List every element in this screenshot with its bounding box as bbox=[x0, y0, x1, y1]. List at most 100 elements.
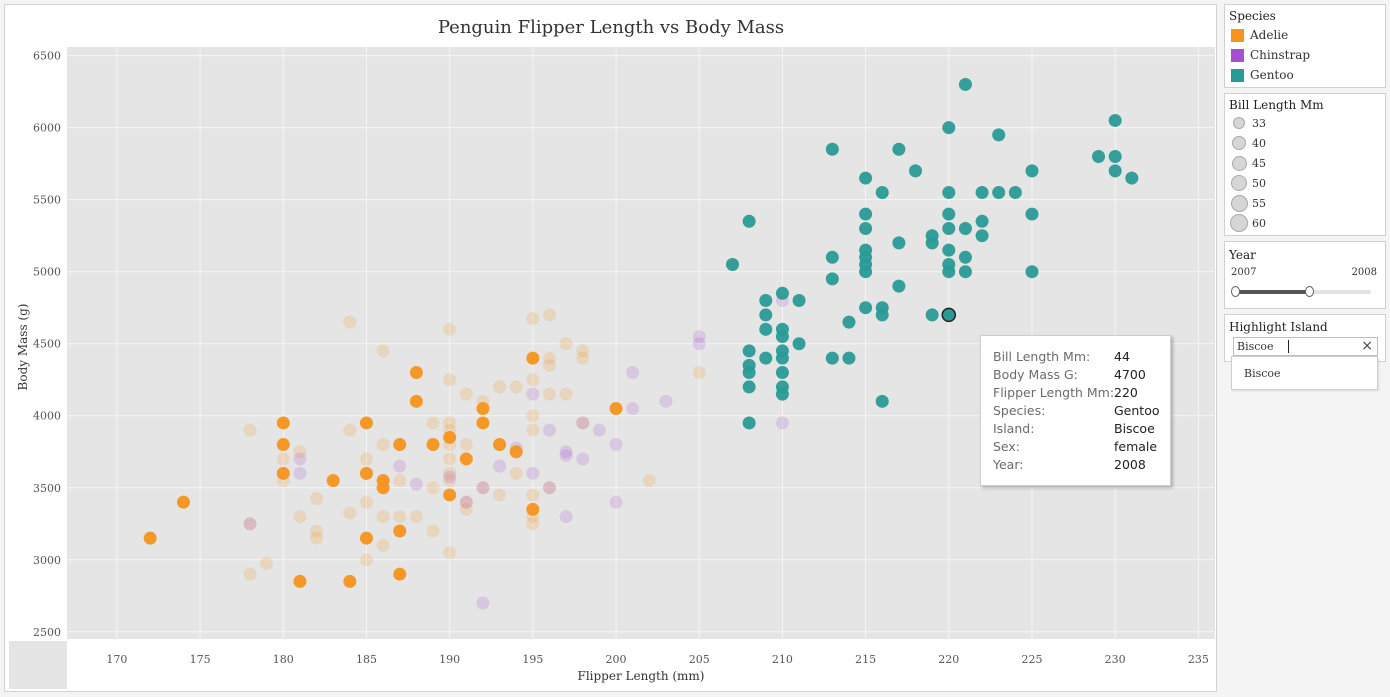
adelie-point-dimmed[interactable] bbox=[576, 351, 590, 365]
chinstrap-point-dimmed[interactable] bbox=[443, 470, 457, 484]
adelie-point[interactable] bbox=[343, 574, 357, 588]
adelie-point-dimmed[interactable] bbox=[443, 452, 457, 466]
adelie-point-dimmed[interactable] bbox=[343, 506, 357, 520]
adelie-point[interactable] bbox=[409, 394, 423, 408]
adelie-point[interactable] bbox=[526, 351, 540, 365]
adelie-point-dimmed[interactable] bbox=[293, 445, 307, 459]
adelie-point[interactable] bbox=[276, 438, 290, 452]
adelie-point-dimmed[interactable] bbox=[376, 538, 390, 552]
chinstrap-point-dimmed[interactable] bbox=[592, 423, 606, 437]
gentoo-point[interactable] bbox=[1108, 164, 1122, 178]
adelie-point-dimmed[interactable] bbox=[426, 481, 440, 495]
gentoo-point[interactable] bbox=[859, 301, 873, 315]
adelie-point[interactable] bbox=[443, 430, 457, 444]
adelie-point[interactable] bbox=[459, 452, 473, 466]
adelie-point-dimmed[interactable] bbox=[276, 452, 290, 466]
adelie-point-dimmed[interactable] bbox=[243, 567, 257, 581]
chinstrap-point-dimmed[interactable] bbox=[626, 366, 640, 380]
gentoo-point[interactable] bbox=[958, 265, 972, 279]
gentoo-point[interactable] bbox=[909, 164, 923, 178]
size-legend-item[interactable]: 45 bbox=[1225, 154, 1385, 174]
adelie-point-dimmed[interactable] bbox=[393, 510, 407, 524]
adelie-point-dimmed[interactable] bbox=[559, 387, 573, 401]
adelie-point-dimmed[interactable] bbox=[310, 492, 324, 506]
gentoo-point[interactable] bbox=[975, 229, 989, 243]
gentoo-point[interactable] bbox=[1025, 207, 1039, 221]
gentoo-point[interactable] bbox=[1092, 149, 1106, 163]
gentoo-point[interactable] bbox=[975, 185, 989, 199]
adelie-point-dimmed[interactable] bbox=[509, 380, 523, 394]
size-legend-item[interactable]: 60 bbox=[1225, 214, 1385, 234]
adelie-point-dimmed[interactable] bbox=[409, 510, 423, 524]
adelie-point[interactable] bbox=[359, 416, 373, 430]
gentoo-point[interactable] bbox=[1025, 265, 1039, 279]
gentoo-point[interactable] bbox=[759, 308, 773, 322]
adelie-point[interactable] bbox=[393, 567, 407, 581]
adelie-point[interactable] bbox=[276, 416, 290, 430]
chinstrap-point-dimmed[interactable] bbox=[293, 452, 307, 466]
gentoo-point[interactable] bbox=[825, 250, 839, 264]
clear-icon[interactable]: × bbox=[1361, 338, 1373, 354]
adelie-point[interactable] bbox=[326, 474, 340, 488]
chinstrap-point-dimmed[interactable] bbox=[559, 448, 573, 462]
size-legend-item[interactable]: 55 bbox=[1225, 194, 1385, 214]
chinstrap-point-dimmed[interactable] bbox=[493, 459, 507, 473]
adelie-point-dimmed[interactable] bbox=[476, 481, 490, 495]
gentoo-point[interactable] bbox=[892, 279, 906, 293]
gentoo-point[interactable] bbox=[775, 387, 789, 401]
adelie-point[interactable] bbox=[293, 574, 307, 588]
adelie-point-dimmed[interactable] bbox=[443, 416, 457, 430]
adelie-point-dimmed[interactable] bbox=[493, 380, 507, 394]
adelie-point-dimmed[interactable] bbox=[310, 524, 324, 538]
gentoo-point[interactable] bbox=[759, 294, 773, 308]
adelie-point-dimmed[interactable] bbox=[459, 495, 473, 509]
gentoo-point[interactable] bbox=[759, 322, 773, 336]
highlight-island-input[interactable]: Biscoe × bbox=[1233, 337, 1378, 356]
adelie-point[interactable] bbox=[376, 481, 390, 495]
chinstrap-point-dimmed[interactable] bbox=[609, 495, 623, 509]
chinstrap-point-dimmed[interactable] bbox=[293, 466, 307, 480]
chinstrap-point-dimmed[interactable] bbox=[542, 481, 556, 495]
adelie-point-dimmed[interactable] bbox=[459, 387, 473, 401]
dropdown-option-biscoe[interactable]: Biscoe bbox=[1244, 367, 1281, 380]
adelie-point-dimmed[interactable] bbox=[542, 481, 556, 495]
gentoo-point[interactable] bbox=[875, 185, 889, 199]
gentoo-point[interactable] bbox=[958, 221, 972, 235]
gentoo-point[interactable] bbox=[742, 344, 756, 358]
size-legend-item[interactable]: 40 bbox=[1225, 134, 1385, 154]
chinstrap-point-dimmed[interactable] bbox=[526, 466, 540, 480]
gentoo-point[interactable] bbox=[1008, 185, 1022, 199]
adelie-point-dimmed[interactable] bbox=[526, 409, 540, 423]
adelie-point-dimmed[interactable] bbox=[359, 495, 373, 509]
adelie-point-dimmed[interactable] bbox=[459, 502, 473, 516]
gentoo-point[interactable] bbox=[825, 142, 839, 156]
adelie-point[interactable] bbox=[509, 445, 523, 459]
gentoo-point[interactable] bbox=[775, 286, 789, 300]
year-slider-min-handle[interactable] bbox=[1231, 286, 1240, 297]
gentoo-point[interactable] bbox=[958, 77, 972, 91]
adelie-point-dimmed[interactable] bbox=[642, 474, 656, 488]
adelie-point[interactable] bbox=[359, 531, 373, 545]
gentoo-point[interactable] bbox=[859, 265, 873, 279]
gentoo-point[interactable] bbox=[942, 221, 956, 235]
adelie-point-dimmed[interactable] bbox=[359, 452, 373, 466]
chinstrap-point-dimmed[interactable] bbox=[476, 481, 490, 495]
adelie-point-dimmed[interactable] bbox=[260, 556, 274, 570]
chinstrap-point-dimmed[interactable] bbox=[775, 416, 789, 430]
adelie-point-dimmed[interactable] bbox=[526, 312, 540, 326]
adelie-point-dimmed[interactable] bbox=[443, 474, 457, 488]
adelie-point-dimmed[interactable] bbox=[459, 438, 473, 452]
adelie-point-dimmed[interactable] bbox=[576, 416, 590, 430]
gentoo-point[interactable] bbox=[759, 351, 773, 365]
gentoo-point[interactable] bbox=[958, 250, 972, 264]
legend-item-chinstrap[interactable]: Chinstrap bbox=[1225, 46, 1385, 66]
gentoo-point[interactable] bbox=[842, 315, 856, 329]
gentoo-point[interactable] bbox=[742, 380, 756, 394]
gentoo-point[interactable] bbox=[1025, 164, 1039, 178]
gentoo-point[interactable] bbox=[925, 236, 939, 250]
chinstrap-point-dimmed[interactable] bbox=[393, 459, 407, 473]
chinstrap-point-dimmed[interactable] bbox=[542, 423, 556, 437]
gentoo-point[interactable] bbox=[1125, 171, 1139, 185]
gentoo-point[interactable] bbox=[942, 265, 956, 279]
chinstrap-point-dimmed[interactable] bbox=[659, 394, 673, 408]
